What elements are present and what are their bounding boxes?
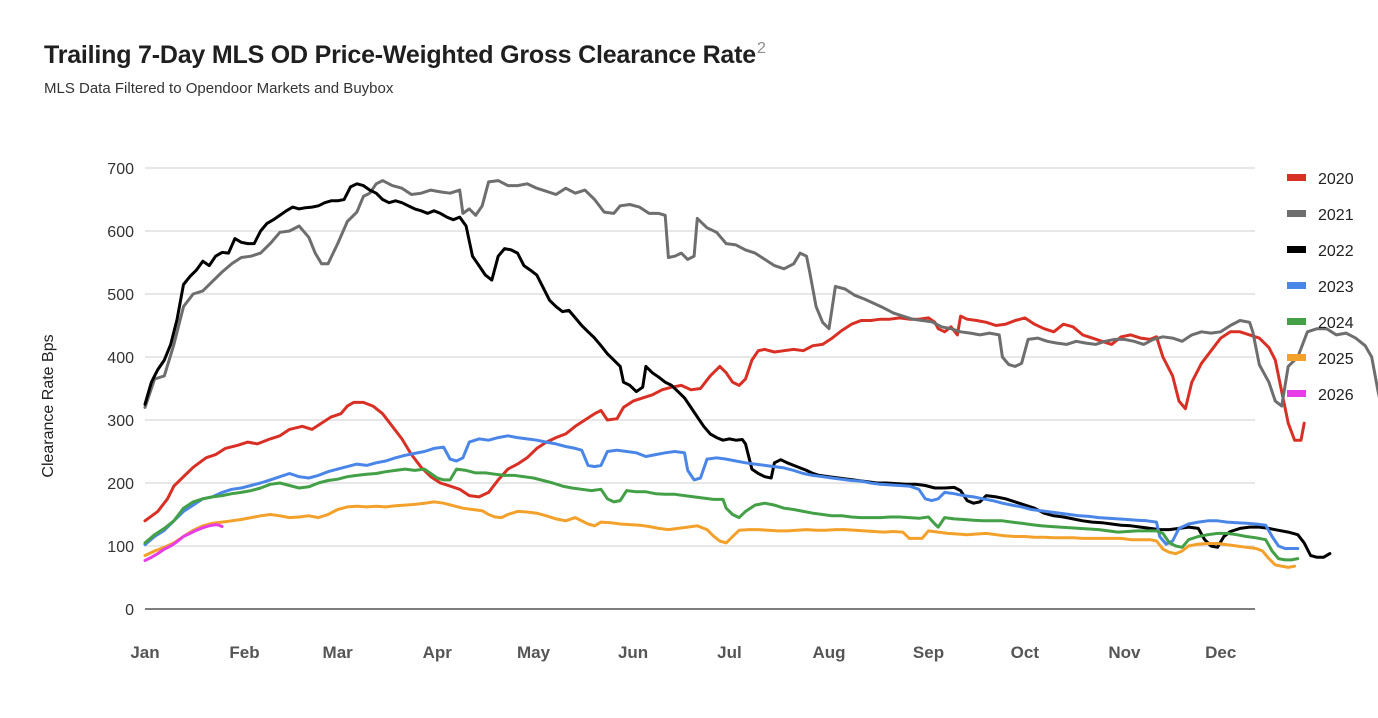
legend-label: 2025 — [1318, 351, 1354, 368]
series-line-2024 — [143, 467, 1300, 562]
legend-label: 2021 — [1318, 207, 1354, 224]
legend-item-2021[interactable]: 2021 — [1287, 207, 1354, 224]
legend-item-2022[interactable]: 2022 — [1287, 243, 1354, 260]
x-tick-label: Jan — [130, 643, 159, 662]
series-line-2025 — [143, 500, 1297, 569]
legend-item-2023[interactable]: 2023 — [1287, 279, 1354, 296]
legend-item-2020[interactable]: 2020 — [1287, 171, 1354, 188]
x-tick-label: Jul — [717, 643, 742, 662]
y-tick-label: 100 — [107, 539, 134, 556]
legend-swatch — [1287, 318, 1306, 325]
x-tick-label: Sep — [913, 643, 944, 662]
x-tick-label: Aug — [812, 643, 845, 662]
legend-swatch — [1287, 246, 1306, 253]
y-tick-label: 200 — [107, 476, 134, 493]
legend-swatch — [1287, 354, 1306, 361]
y-tick-label: 300 — [107, 413, 134, 430]
y-tick-label: 500 — [107, 287, 134, 304]
legend-swatch — [1287, 390, 1306, 397]
x-tick-label: Jun — [618, 643, 648, 662]
x-tick-label: Mar — [323, 643, 354, 662]
y-tick-label: 400 — [107, 350, 134, 367]
y-axis-ticks: 0 100 200 300 400 500 600 700 — [107, 161, 134, 619]
series-line-2023 — [143, 434, 1300, 550]
chart-title: Trailing 7-Day MLS OD Price-Weighted Gro… — [44, 40, 766, 70]
y-axis-label: Clearance Rate Bps — [40, 334, 57, 477]
legend-label: 2022 — [1318, 243, 1354, 260]
legend-label: 2026 — [1318, 387, 1354, 404]
series-lines — [143, 179, 1378, 569]
legend-item-2025[interactable]: 2025 — [1287, 351, 1354, 368]
legend[interactable]: 2020 2021 2022 2023 2024 2025 2026 — [1287, 171, 1354, 404]
series-line-2021 — [143, 179, 1378, 409]
x-tick-label: May — [517, 643, 551, 662]
y-tick-label: 600 — [107, 224, 134, 241]
legend-item-2026[interactable]: 2026 — [1287, 387, 1354, 404]
x-tick-label: Nov — [1108, 643, 1141, 662]
legend-label: 2023 — [1318, 279, 1354, 296]
series-line-2026 — [143, 523, 224, 562]
x-tick-label: Apr — [423, 643, 453, 662]
x-tick-label: Feb — [229, 643, 259, 662]
legend-label: 2020 — [1318, 171, 1354, 188]
x-axis-ticks: Jan Feb Mar Apr May Jun Jul Aug Sep Oct Nov Dec — [130, 643, 1236, 662]
series-line-2020 — [143, 314, 1306, 523]
legend-swatch — [1287, 282, 1306, 289]
legend-label: 2024 — [1318, 315, 1354, 332]
legend-swatch — [1287, 210, 1306, 217]
x-tick-label: Dec — [1205, 643, 1236, 662]
legend-item-2024[interactable]: 2024 — [1287, 315, 1354, 332]
chart-title-text: Trailing 7-Day MLS OD Price-Weighted Gro… — [44, 41, 756, 69]
legend-swatch — [1287, 174, 1306, 181]
y-tick-label: 700 — [107, 161, 134, 178]
title-footnote-marker: 2 — [756, 40, 766, 57]
series-line-2022 — [143, 182, 1332, 559]
chart-subtitle: MLS Data Filtered to Opendoor Markets an… — [44, 80, 394, 97]
y-tick-label: 0 — [125, 602, 134, 619]
x-tick-label: Oct — [1011, 643, 1040, 662]
